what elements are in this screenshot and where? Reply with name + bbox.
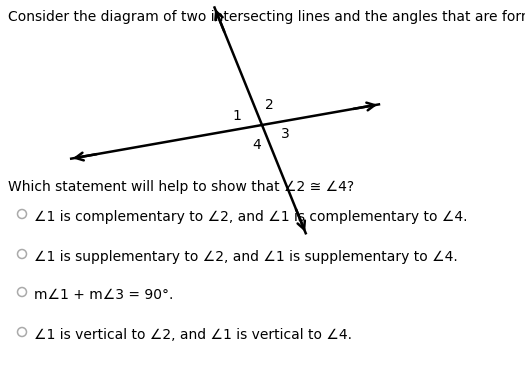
Text: ∠1 is supplementary to ∠2, and ∠1 is supplementary to ∠4.: ∠1 is supplementary to ∠2, and ∠1 is sup…: [34, 250, 458, 264]
Text: 2: 2: [265, 98, 274, 112]
Text: Consider the diagram of two intersecting lines and the angles that are formed.: Consider the diagram of two intersecting…: [8, 10, 525, 24]
Text: ∠1 is vertical to ∠2, and ∠1 is vertical to ∠4.: ∠1 is vertical to ∠2, and ∠1 is vertical…: [34, 328, 352, 342]
Text: 3: 3: [281, 127, 290, 141]
Text: Which statement will help to show that ∠2 ≅ ∠4?: Which statement will help to show that ∠…: [8, 180, 354, 194]
Text: 1: 1: [233, 109, 242, 123]
Text: 4: 4: [252, 138, 261, 152]
Text: m∠1 + m∠3 = 90°.: m∠1 + m∠3 = 90°.: [34, 288, 173, 302]
Text: ∠1 is complementary to ∠2, and ∠1 is complementary to ∠4.: ∠1 is complementary to ∠2, and ∠1 is com…: [34, 210, 467, 224]
